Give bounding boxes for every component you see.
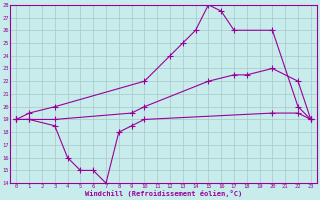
X-axis label: Windchill (Refroidissement éolien,°C): Windchill (Refroidissement éolien,°C) xyxy=(85,190,242,197)
